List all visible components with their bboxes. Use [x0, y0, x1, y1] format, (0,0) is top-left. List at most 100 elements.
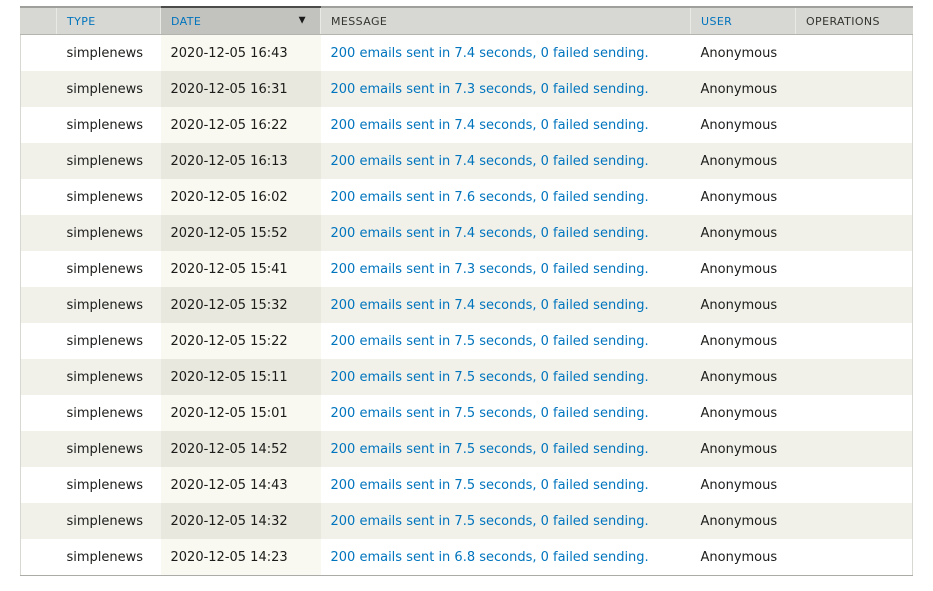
- table-row: simplenews 2020-12-05 14:23 200 emails s…: [20, 539, 913, 576]
- message-link[interactable]: 200 emails sent in 7.5 seconds, 0 failed…: [330, 333, 649, 349]
- operations-cell: [796, 107, 913, 143]
- message-link[interactable]: 200 emails sent in 7.5 seconds, 0 failed…: [330, 369, 649, 385]
- user-cell: Anonymous: [700, 225, 778, 241]
- message-link[interactable]: 200 emails sent in 7.4 seconds, 0 failed…: [330, 153, 649, 169]
- date-cell: 2020-12-05 14:23: [160, 539, 321, 576]
- header-type: TYPE: [56, 6, 161, 35]
- date-cell: 2020-12-05 16:13: [160, 143, 321, 179]
- user-cell: Anonymous: [700, 333, 778, 349]
- message-link[interactable]: 200 emails sent in 7.5 seconds, 0 failed…: [330, 441, 649, 457]
- table-body: simplenews 2020-12-05 16:43 200 emails s…: [20, 34, 913, 576]
- severity-cell: [21, 359, 57, 395]
- message-link[interactable]: 200 emails sent in 7.5 seconds, 0 failed…: [330, 477, 649, 493]
- message-cell: 200 emails sent in 7.4 seconds, 0 failed…: [321, 107, 691, 143]
- severity-cell: [21, 503, 57, 539]
- severity-cell: [21, 107, 57, 143]
- severity-cell: [21, 179, 57, 215]
- message-link[interactable]: 200 emails sent in 6.8 seconds, 0 failed…: [330, 549, 649, 565]
- severity-cell: [21, 143, 57, 179]
- operations-cell: [796, 143, 913, 179]
- operations-cell: [796, 431, 913, 467]
- user-cell: Anonymous: [700, 549, 778, 565]
- table-row: simplenews 2020-12-05 14:43 200 emails s…: [20, 467, 913, 503]
- sort-desc-arrow-icon[interactable]: ▼: [298, 15, 306, 26]
- date-cell: 2020-12-05 14:32: [160, 503, 321, 539]
- operations-cell: [796, 359, 913, 395]
- message-link[interactable]: 200 emails sent in 7.4 seconds, 0 failed…: [330, 297, 649, 313]
- user-cell: Anonymous: [700, 369, 778, 385]
- type-cell: simplenews: [66, 405, 144, 421]
- date-cell: 2020-12-05 14:52: [160, 431, 321, 467]
- header-message: MESSAGE: [320, 6, 691, 35]
- header-row: TYPE DATE ▼ MESSAGE USER OPERATIONS: [20, 6, 913, 35]
- message-cell: 200 emails sent in 7.3 seconds, 0 failed…: [321, 71, 691, 107]
- message-link[interactable]: 200 emails sent in 7.6 seconds, 0 failed…: [330, 189, 649, 205]
- severity-cell: [21, 287, 57, 323]
- date-cell: 2020-12-05 16:22: [160, 107, 321, 143]
- type-cell: simplenews: [66, 549, 144, 565]
- message-cell: 200 emails sent in 7.5 seconds, 0 failed…: [321, 467, 691, 503]
- type-cell: simplenews: [66, 225, 144, 241]
- sort-date-link[interactable]: DATE: [171, 15, 202, 28]
- date-cell: 2020-12-05 14:43: [160, 467, 321, 503]
- type-cell: simplenews: [66, 297, 144, 313]
- date-cell: 2020-12-05 15:11: [160, 359, 321, 395]
- type-cell: simplenews: [66, 189, 144, 205]
- type-cell: simplenews: [66, 513, 144, 529]
- table-row: simplenews 2020-12-05 14:52 200 emails s…: [20, 431, 913, 467]
- table-row: simplenews 2020-12-05 15:32 200 emails s…: [20, 287, 913, 323]
- sort-user-link[interactable]: USER: [701, 15, 733, 28]
- severity-cell: [21, 323, 57, 359]
- operations-cell: [796, 215, 913, 251]
- message-cell: 200 emails sent in 6.8 seconds, 0 failed…: [321, 539, 691, 576]
- operations-cell: [796, 35, 913, 72]
- type-cell: simplenews: [66, 81, 144, 97]
- table-row: simplenews 2020-12-05 16:31 200 emails s…: [20, 71, 913, 107]
- type-cell: simplenews: [66, 333, 144, 349]
- operations-cell: [796, 323, 913, 359]
- header-severity-icon-column: [20, 6, 57, 35]
- message-link[interactable]: 200 emails sent in 7.3 seconds, 0 failed…: [330, 81, 649, 97]
- message-link[interactable]: 200 emails sent in 7.5 seconds, 0 failed…: [330, 405, 649, 421]
- message-link[interactable]: 200 emails sent in 7.4 seconds, 0 failed…: [330, 225, 649, 241]
- operations-cell: [796, 467, 913, 503]
- user-cell: Anonymous: [700, 117, 778, 133]
- table-row: simplenews 2020-12-05 16:02 200 emails s…: [20, 179, 913, 215]
- message-link[interactable]: 200 emails sent in 7.3 seconds, 0 failed…: [330, 261, 649, 277]
- date-cell: 2020-12-05 15:01: [160, 395, 321, 431]
- severity-cell: [21, 431, 57, 467]
- operations-cell: [796, 503, 913, 539]
- date-cell: 2020-12-05 15:52: [160, 215, 321, 251]
- date-cell: 2020-12-05 15:32: [160, 287, 321, 323]
- table-row: simplenews 2020-12-05 15:41 200 emails s…: [20, 251, 913, 287]
- message-cell: 200 emails sent in 7.5 seconds, 0 failed…: [321, 395, 691, 431]
- type-cell: simplenews: [66, 261, 144, 277]
- severity-cell: [21, 395, 57, 431]
- user-cell: Anonymous: [700, 153, 778, 169]
- operations-cell: [796, 179, 913, 215]
- user-cell: Anonymous: [700, 477, 778, 493]
- user-cell: Anonymous: [700, 405, 778, 421]
- message-cell: 200 emails sent in 7.3 seconds, 0 failed…: [321, 251, 691, 287]
- type-cell: simplenews: [66, 153, 144, 169]
- message-link[interactable]: 200 emails sent in 7.4 seconds, 0 failed…: [330, 45, 649, 61]
- date-cell: 2020-12-05 16:02: [160, 179, 321, 215]
- message-cell: 200 emails sent in 7.5 seconds, 0 failed…: [321, 431, 691, 467]
- type-cell: simplenews: [66, 477, 144, 493]
- severity-cell: [21, 71, 57, 107]
- table-row: simplenews 2020-12-05 16:43 200 emails s…: [20, 34, 913, 72]
- header-date: DATE ▼: [160, 6, 321, 35]
- user-cell: Anonymous: [700, 513, 778, 529]
- date-cell: 2020-12-05 15:41: [160, 251, 321, 287]
- type-cell: simplenews: [66, 117, 144, 133]
- table-row: simplenews 2020-12-05 14:32 200 emails s…: [20, 503, 913, 539]
- severity-cell: [21, 35, 57, 72]
- message-cell: 200 emails sent in 7.5 seconds, 0 failed…: [321, 323, 691, 359]
- message-link[interactable]: 200 emails sent in 7.4 seconds, 0 failed…: [330, 117, 649, 133]
- type-cell: simplenews: [66, 441, 144, 457]
- date-cell: 2020-12-05 16:43: [160, 34, 321, 71]
- sort-type-link[interactable]: TYPE: [67, 15, 96, 28]
- user-cell: Anonymous: [700, 441, 778, 457]
- header-user: USER: [690, 6, 796, 35]
- message-link[interactable]: 200 emails sent in 7.5 seconds, 0 failed…: [330, 513, 649, 529]
